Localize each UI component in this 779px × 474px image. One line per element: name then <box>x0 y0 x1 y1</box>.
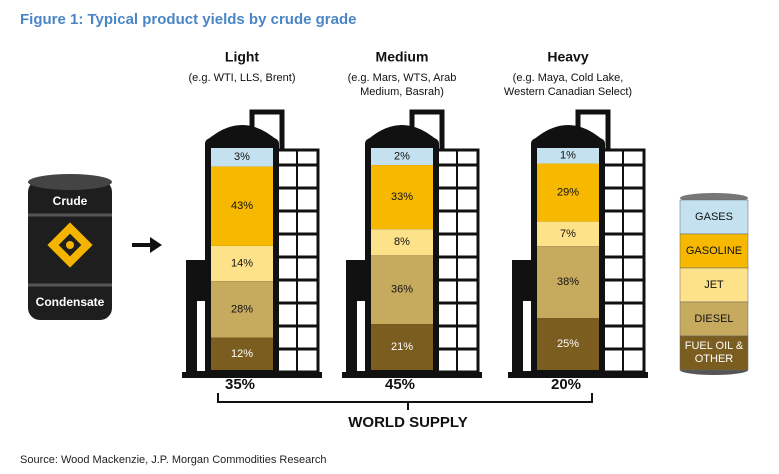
segment <box>211 148 273 167</box>
segment <box>537 246 599 318</box>
pipe <box>575 109 611 150</box>
legend-swatch <box>679 233 749 269</box>
example-text: Western Canadian Select) <box>504 86 632 98</box>
segment <box>211 337 273 370</box>
segment <box>537 163 599 222</box>
legend-label: GASES <box>695 210 733 223</box>
data-label: 43% <box>231 200 253 212</box>
base <box>182 372 322 378</box>
data-label: 2% <box>394 150 410 162</box>
example-text: Medium, Basrah) <box>360 86 444 98</box>
data-label: 3% <box>234 151 250 163</box>
example-text: (e.g. Mars, WTS, Arab <box>348 72 457 84</box>
segment <box>371 148 433 166</box>
legend-swatch <box>679 199 749 235</box>
base <box>508 372 648 378</box>
base <box>342 372 482 378</box>
legend-swatch <box>679 267 749 303</box>
legend-swatch <box>679 301 749 337</box>
legend-swatch <box>679 335 749 371</box>
supply-value: 45% <box>385 376 415 393</box>
segment <box>537 318 599 370</box>
data-label: 38% <box>557 276 579 288</box>
category-label: Medium <box>376 49 429 65</box>
data-label: 8% <box>394 236 410 248</box>
supply-label: WORLD SUPPLY <box>348 414 467 431</box>
segment <box>211 166 273 246</box>
pipe <box>409 109 445 150</box>
data-label: 36% <box>391 284 413 296</box>
data-label: 33% <box>391 191 413 203</box>
source: Source: Wood Mackenzie, J.P. Morgan Comm… <box>20 454 327 466</box>
example-text: (e.g. Maya, Cold Lake, <box>513 72 624 84</box>
data-label: 28% <box>231 303 253 315</box>
arrow <box>132 237 162 253</box>
barrel-label: Condensate <box>36 295 105 309</box>
supply-value: 20% <box>551 376 581 393</box>
legend-label: FUEL OIL & OTHER <box>684 340 744 365</box>
data-label: 21% <box>391 341 413 353</box>
segment <box>537 148 599 164</box>
data-label: 25% <box>557 338 579 350</box>
legend-label: GASOLINE <box>685 244 743 257</box>
data-label: 12% <box>231 348 253 360</box>
data-label: 29% <box>557 186 579 198</box>
segment <box>537 221 599 247</box>
tank-dome <box>205 125 279 142</box>
segment <box>371 229 433 256</box>
segment <box>371 165 433 230</box>
segment <box>371 324 433 370</box>
pipe <box>249 109 285 150</box>
example-text: (e.g. WTI, LLS, Brent) <box>189 72 296 84</box>
legend-label: JET <box>704 278 724 291</box>
category-label: Light <box>225 49 260 65</box>
segment <box>211 245 273 282</box>
legend-label: DIESEL <box>694 312 734 325</box>
segment <box>371 255 433 325</box>
tank-dome <box>531 125 605 142</box>
barrel <box>28 174 112 320</box>
supply-value: 35% <box>225 376 255 393</box>
segment <box>211 281 273 338</box>
tank-dome <box>365 125 439 142</box>
data-label: 7% <box>560 228 576 240</box>
chart-title: Figure 1: Typical product yields by crud… <box>20 11 356 28</box>
category-label: Heavy <box>547 49 588 65</box>
data-label: 1% <box>560 150 576 162</box>
brace <box>217 393 593 410</box>
barrel-label: Crude <box>53 194 88 208</box>
data-label: 14% <box>231 257 253 269</box>
